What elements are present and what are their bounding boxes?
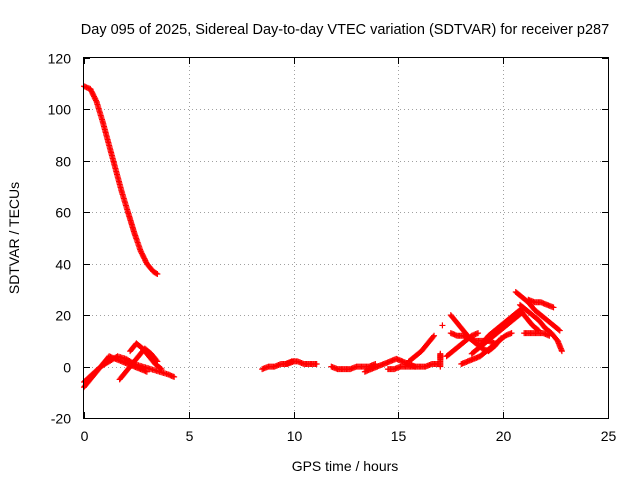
y-tick-label: 80 [55, 154, 71, 170]
data-point-marker [153, 270, 160, 277]
y-tick-label: -20 [51, 411, 71, 427]
data-point-marker [439, 322, 446, 329]
series-arc-1 [81, 83, 161, 277]
x-axis-label: GPS time / hours [292, 458, 399, 474]
y-tick-label: 0 [63, 360, 71, 376]
data-point-marker [92, 97, 99, 104]
y-tick-label: 60 [55, 205, 71, 221]
x-tick-label: 25 [601, 428, 617, 444]
series-arc-7 [282, 358, 320, 367]
data-point-marker [437, 355, 444, 362]
y-axis-label: SDTVAR / TECUs [6, 182, 22, 294]
series-arc-8 [328, 361, 379, 373]
x-tick-label: 0 [81, 428, 89, 444]
data-point-marker [430, 333, 437, 340]
grid-layer [84, 58, 608, 418]
data-point-marker [558, 348, 565, 355]
series-arc-18 [479, 307, 542, 347]
data-point-marker [546, 332, 553, 339]
series-arc-5 [127, 340, 165, 373]
y-tick-label: 40 [55, 257, 71, 273]
data-points [81, 83, 565, 391]
x-tick-label: 10 [287, 428, 303, 444]
x-axis-ticks: 0 5 10 15 20 25 [81, 58, 617, 444]
series-arc-20 [516, 301, 565, 355]
y-tick-label: 20 [55, 308, 71, 324]
x-tick-label: 15 [391, 428, 407, 444]
data-point-marker [313, 361, 320, 367]
data-point-marker [555, 326, 562, 333]
data-point-marker [171, 373, 178, 380]
series-arc-16 [458, 330, 515, 367]
y-axis-ticks: -20 0 20 40 60 80 100 120 [48, 51, 608, 427]
x-tick-label: 20 [496, 428, 512, 444]
x-tick-label: 5 [186, 428, 194, 444]
chart-title: Day 095 of 2025, Sidereal Day-to-day VTE… [81, 22, 609, 38]
y-tick-label: 120 [48, 51, 72, 67]
y-tick-label: 100 [48, 102, 72, 118]
data-point-marker [475, 330, 482, 337]
series-arc-11 [405, 332, 438, 365]
plot-frame [83, 57, 609, 419]
data-point-marker [157, 365, 164, 372]
data-point-marker [556, 327, 563, 334]
series-arc-22 [525, 296, 557, 311]
data-point-marker [154, 271, 161, 277]
series-arc-21 [521, 330, 553, 339]
data-point-marker [158, 366, 165, 373]
data-point-marker [431, 332, 438, 339]
data-point-marker [550, 304, 557, 311]
data-point-marker [508, 330, 515, 337]
series-arc-12 [437, 322, 446, 370]
